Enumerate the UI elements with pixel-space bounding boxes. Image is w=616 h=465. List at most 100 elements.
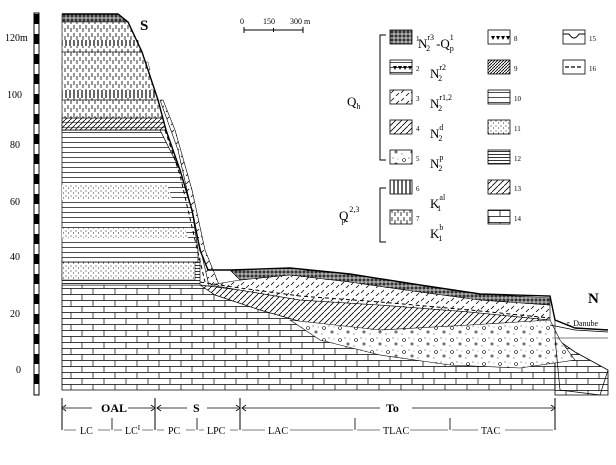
legend-swatch-diagonal-lines	[487, 179, 511, 195]
scale-bar-segment	[34, 254, 39, 264]
legend-swatch-dense-horizontal-lines	[487, 149, 511, 165]
scale-bar-segment	[34, 14, 39, 24]
scale-bar-segment	[34, 94, 39, 104]
unit-oal: OAL	[101, 401, 127, 415]
scale-bar-segment	[34, 34, 39, 44]
scale-bar-segment	[34, 314, 39, 324]
legend-formation-n2p: Np 2	[430, 153, 443, 173]
legend-formation-n2r3: Nr3 2 -Q1 p	[418, 33, 454, 53]
legend-swatch-diagonal-dashes	[389, 89, 413, 105]
legend-number: 14	[514, 215, 522, 223]
legend-number: 9	[514, 65, 518, 73]
legend-number: 3	[416, 95, 420, 103]
legend-number: 15	[589, 35, 597, 43]
legend-formation-k1al: Kal 1	[430, 193, 446, 213]
legend-formation-n2r12: Nr1,2 2	[430, 93, 452, 113]
legend-number: 2	[416, 65, 420, 73]
legend-number: 4	[416, 125, 420, 133]
legend-swatch-boundary-line	[562, 29, 586, 45]
legend-boundary-line	[563, 33, 585, 39]
subunit-lc: LC	[80, 426, 93, 437]
legend-formation-k1b: Kb 1	[430, 223, 443, 243]
layer-sand	[61, 261, 196, 281]
legend-bracket-qh	[379, 34, 386, 161]
scale-bar-segment	[34, 234, 39, 244]
legend-number: 10	[514, 95, 522, 103]
elevation-label-20: 20	[10, 309, 20, 320]
legend-number: 11	[514, 125, 521, 133]
river-label: r. Danube	[567, 319, 599, 328]
ground-surface	[62, 13, 609, 331]
section-layers	[61, 13, 609, 396]
legend-triangle-mark	[398, 66, 402, 70]
scale-bar-segment	[34, 134, 39, 144]
legend-swatch-horizontal-lines	[487, 89, 511, 105]
legend-triangle-mark	[403, 66, 407, 70]
subunit-tac: TAC	[481, 426, 501, 437]
scale-bar-segment	[34, 214, 39, 224]
layer-terrace-gravel	[289, 319, 576, 369]
layer-vertical-lines-3	[62, 90, 157, 98]
legend-triangle-mark	[491, 36, 495, 40]
legend-swatch-brick-limestone	[487, 209, 511, 225]
legend-swatch-grid-dense	[389, 29, 413, 45]
legend-number: 5	[416, 155, 420, 163]
legend-swatch-vertical-lines	[389, 179, 413, 195]
legend-number: 16	[589, 65, 597, 73]
scale-bar-segment	[34, 174, 39, 184]
boundary-dashed-slope	[164, 129, 206, 283]
legend-number: 8	[514, 35, 518, 43]
layer-loess-low	[61, 99, 164, 119]
legend-triangle-mark	[408, 66, 412, 70]
danube-channel	[554, 337, 609, 396]
legend-swatch-gravel	[389, 149, 413, 165]
legend-bracket-qp	[379, 187, 386, 243]
subunit-lpc: LPC	[207, 426, 226, 437]
elevation-label-0: 0	[16, 365, 21, 376]
legend-formation-n2r2: Nr2 2	[430, 63, 446, 83]
layer-sand-lens-1	[62, 185, 172, 200]
legend-number: 6	[416, 185, 420, 193]
legend-number: 1	[416, 35, 420, 43]
south-label: S	[140, 18, 148, 34]
scale-bar-segment	[34, 154, 39, 164]
danube-bank	[554, 320, 608, 339]
layer-grid-top	[61, 13, 129, 23]
scale-bar-segment	[34, 294, 39, 304]
elevation-label-80: 80	[10, 140, 20, 151]
legend-group-qp: Q2,3 p	[339, 205, 359, 225]
legend-formation-n2d: Nd 2	[430, 123, 443, 143]
legend-triangle-mark	[506, 36, 510, 40]
north-label: N	[588, 291, 599, 307]
bottom-divisions: OAL S To LC LCI PC LPC LAC TLAC TAC	[61, 398, 556, 437]
scale-bar-segment	[34, 354, 39, 364]
scale-bar-segment	[34, 114, 39, 124]
unit-to: To	[386, 401, 399, 415]
layer-sand-lens-2	[62, 228, 188, 238]
legend-swatch-hatch-diagonal	[389, 119, 413, 135]
layer-vertical-lines-1	[62, 40, 140, 46]
scale-tick-150: 150	[263, 17, 275, 26]
subunit-lc1: LCI	[125, 424, 141, 437]
unit-s: S	[193, 401, 200, 415]
elevation-label-60: 60	[10, 197, 20, 208]
legend-number: 7	[416, 215, 420, 223]
layer-slope-deposit	[159, 99, 223, 293]
legend-triangle-mark	[496, 36, 500, 40]
elevation-scale-bar	[33, 12, 40, 396]
scale-bar-segment	[34, 374, 39, 384]
elevation-labels: 120m 100 80 60 40 20 0	[5, 33, 28, 376]
subunit-pc: PC	[168, 426, 181, 437]
scale-bar-segment	[34, 274, 39, 284]
legend-number: 12	[514, 155, 522, 163]
scale-tick-300: 300 m	[290, 17, 311, 26]
scale-bar-segment	[34, 54, 39, 64]
legend-swatch-vertical-dashes	[389, 209, 413, 225]
elevation-label-100: 100	[7, 90, 22, 101]
subunit-lac: LAC	[268, 426, 288, 437]
horizontal-scale-bar: 0 150 300 m	[240, 17, 311, 33]
scale-bar-segment	[34, 334, 39, 344]
legend-number: 13	[514, 185, 522, 193]
